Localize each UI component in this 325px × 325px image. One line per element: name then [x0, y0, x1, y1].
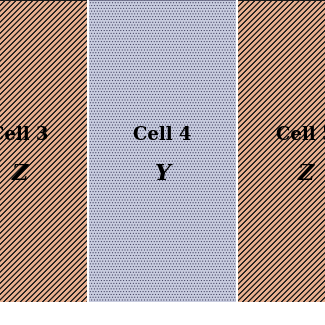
- Bar: [237, 0, 325, 302]
- Text: Cell 3: Cell 3: [0, 126, 49, 144]
- Text: Y: Y: [155, 163, 170, 185]
- Text: Z: Z: [11, 163, 28, 185]
- Text: Cell 4: Cell 4: [133, 126, 192, 144]
- Bar: [88, 0, 237, 302]
- Bar: [237, 0, 325, 302]
- Bar: [0, 0, 88, 302]
- Bar: [0, 302, 325, 325]
- Bar: [0, 0, 88, 302]
- Bar: [0, 0, 88, 302]
- Bar: [88, 0, 237, 302]
- Bar: [0, 0, 88, 302]
- Bar: [0, 0, 88, 302]
- Bar: [0, 0, 88, 302]
- Bar: [237, 0, 325, 302]
- Bar: [237, 0, 325, 302]
- Text: Z: Z: [297, 163, 314, 185]
- Text: Cell 5: Cell 5: [276, 126, 325, 144]
- Bar: [0, 0, 88, 302]
- Bar: [237, 0, 325, 302]
- Bar: [237, 0, 325, 302]
- Bar: [237, 0, 325, 302]
